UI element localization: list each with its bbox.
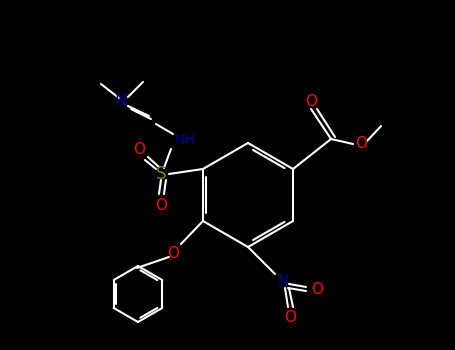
Text: N: N [277,274,288,289]
Text: O: O [133,141,145,156]
Text: O: O [167,246,179,261]
Text: O: O [305,93,317,108]
Text: O: O [155,197,167,212]
Text: O: O [355,136,367,152]
Text: N: N [115,92,127,110]
Text: S: S [156,165,166,183]
Text: NH: NH [175,133,196,147]
Text: O: O [311,281,323,296]
Text: O: O [284,310,296,326]
